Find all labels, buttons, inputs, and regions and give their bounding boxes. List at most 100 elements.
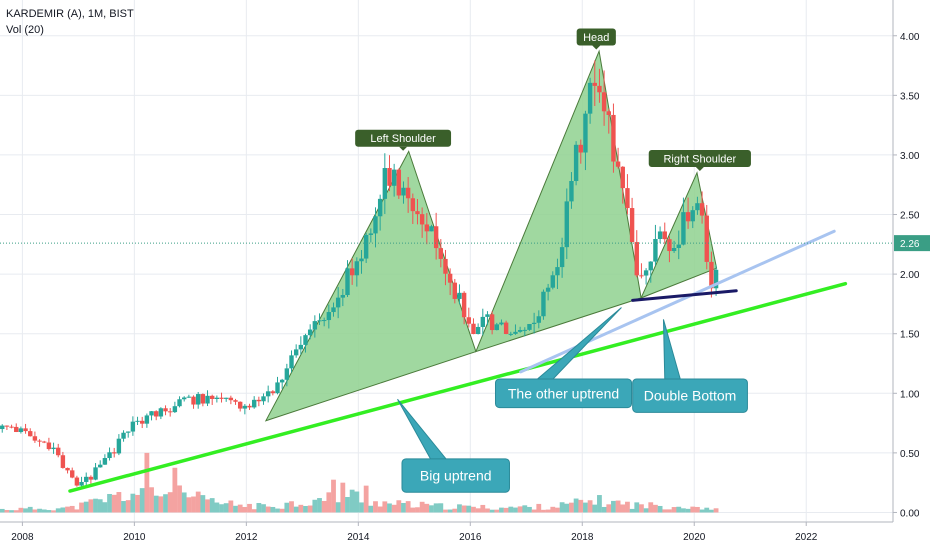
candle-body: [550, 275, 555, 288]
volume-bar: [335, 502, 341, 513]
candle-body: [494, 324, 499, 331]
volume-bar: [303, 505, 308, 513]
candle-body: [209, 395, 215, 400]
candle-body: [163, 408, 168, 412]
candle-body: [223, 397, 229, 399]
volume-bar: [284, 502, 290, 513]
volume-bar: [573, 498, 579, 513]
candle-body: [527, 324, 532, 330]
volume-bar: [205, 499, 210, 513]
volume-bar: [387, 503, 392, 513]
volume-bar: [592, 504, 598, 513]
volume-bar: [261, 504, 266, 513]
candle-body: [536, 316, 541, 323]
volume-bar: [685, 508, 691, 513]
volume-bar: [354, 491, 360, 513]
candle-body: [363, 234, 369, 259]
head-and-shoulders-pattern: [264, 49, 718, 422]
candle-body: [219, 397, 224, 399]
volume-bar: [27, 506, 33, 513]
candle-body: [32, 436, 38, 441]
volume-bar: [625, 501, 630, 513]
candle-body: [648, 261, 653, 271]
pattern-label-text: Left Shoulder: [370, 133, 436, 145]
volume-bar: [349, 489, 355, 513]
volume-bar: [195, 491, 201, 513]
candle-body: [410, 198, 416, 212]
volume-bar: [172, 467, 178, 513]
callout-pointer: [397, 398, 449, 462]
candle-body: [382, 168, 388, 199]
candle-body: [121, 432, 126, 439]
candle-body: [452, 282, 458, 299]
pattern-label-pointer: [592, 45, 601, 50]
left-shoulder-triangle: [264, 150, 477, 422]
candle-body: [611, 114, 616, 162]
callouts: Big uptrend The other uptrend Double Botto…: [397, 307, 748, 493]
volume-bar: [139, 488, 145, 513]
volume-bar: [46, 510, 52, 513]
candle-body: [601, 92, 607, 112]
candle-body: [662, 231, 667, 240]
volume-bar: [461, 505, 467, 513]
candle-body: [396, 169, 402, 196]
candle-body: [0, 425, 5, 430]
volume-bar: [517, 506, 523, 513]
volume-bar: [256, 503, 262, 513]
pattern-labels: Left Shoulder Head Right Shoulder: [355, 28, 751, 172]
candle-body: [685, 212, 691, 222]
pattern-label-text: Right Shoulder: [663, 154, 736, 166]
candle-body: [625, 188, 630, 209]
candle-body: [307, 329, 313, 336]
volume-bar: [396, 500, 402, 513]
candle-body: [228, 397, 234, 401]
volume-bar: [704, 507, 710, 513]
candle-body: [503, 322, 509, 334]
candle-body: [270, 391, 276, 394]
candle-body: [639, 275, 644, 277]
x-tick-label: 2010: [123, 532, 146, 543]
callout-text: Double Bottom: [644, 388, 737, 404]
volume-bar: [191, 496, 196, 513]
candle-body: [531, 322, 537, 325]
candle-body: [690, 210, 695, 222]
candle-body: [475, 326, 481, 334]
candle-body: [261, 396, 266, 402]
volume-bar: [578, 499, 584, 513]
volume-bar: [550, 506, 556, 513]
candle-body: [508, 333, 513, 335]
volume-bar: [200, 495, 206, 513]
candle-body: [107, 452, 112, 459]
candle-body: [429, 226, 434, 232]
candle-body: [9, 426, 14, 428]
candle-body: [233, 400, 238, 402]
volume-bar: [55, 508, 61, 513]
candle-body: [345, 268, 350, 296]
candle-body: [74, 477, 80, 486]
volume-bar: [606, 504, 612, 513]
volume-bar: [555, 507, 560, 513]
volume-bar: [345, 497, 350, 513]
y-axis-panel: [893, 0, 932, 550]
current-price-badge: [894, 235, 930, 252]
candle-body: [37, 440, 42, 442]
x-tick-label: 2012: [235, 532, 258, 543]
volume-bar: [186, 497, 192, 513]
volume-bar: [0, 508, 5, 513]
volume-bar: [116, 492, 122, 513]
volume-bar: [452, 508, 458, 513]
volume-bar: [429, 505, 434, 513]
volume-bar: [485, 508, 490, 513]
volume-bar: [648, 502, 654, 513]
volume-bar: [597, 495, 602, 513]
volume-bar: [219, 504, 224, 513]
candle-body: [56, 447, 61, 456]
candle-body: [415, 211, 420, 215]
candle-body: [265, 391, 271, 397]
candle-body: [471, 323, 476, 334]
candle-body: [405, 187, 411, 199]
volume-bar: [489, 509, 495, 513]
candle-body: [65, 467, 70, 471]
